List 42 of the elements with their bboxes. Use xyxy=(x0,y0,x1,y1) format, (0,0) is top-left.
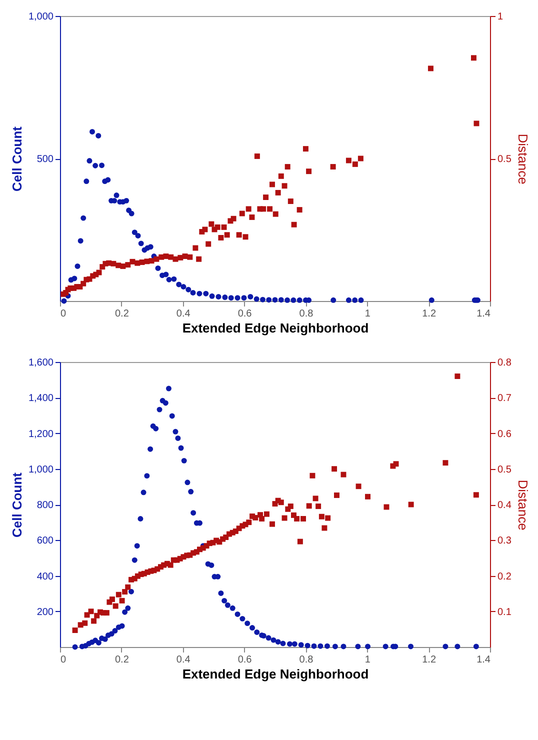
x-axis-title: Extended Edge Neighborhood xyxy=(182,320,369,336)
x-tick-label: 0.2 xyxy=(114,308,130,320)
y2-tick-label: 0.6 xyxy=(498,428,512,440)
x-tick-label: 1.2 xyxy=(422,654,436,666)
y2-tick-label: 1 xyxy=(498,12,504,22)
y2-tick-label: 0.5 xyxy=(498,154,512,165)
y2-tick-label: 0.4 xyxy=(498,500,512,511)
x-tick-label: 1.4 xyxy=(476,308,491,320)
y-tick-label: 1,400 xyxy=(28,393,54,404)
y-tick-label: 1,000 xyxy=(28,464,54,476)
y-tick-label: 500 xyxy=(36,154,54,165)
x-tick-label: 0 xyxy=(60,654,66,666)
y-tick-label: 400 xyxy=(36,571,54,582)
x-tick-label: 0.2 xyxy=(114,654,130,666)
y2-axis-title: Distance xyxy=(515,134,530,184)
x-tick-label: 0.8 xyxy=(299,654,314,666)
y-axis-title: Cell Count xyxy=(9,472,24,538)
x-tick-label: 0.6 xyxy=(238,654,252,666)
y-tick-label: 800 xyxy=(36,500,54,511)
y2-tick-label: 0.8 xyxy=(498,358,512,368)
y2-tick-label: 0.3 xyxy=(498,536,512,547)
y2-tick-label: 0.1 xyxy=(498,606,512,618)
x-axis-title: Extended Edge Neighborhood xyxy=(182,666,369,682)
y2-axis-title: Distance xyxy=(515,480,530,530)
y-tick-label: 200 xyxy=(36,606,54,618)
x-tick-label: 1.4 xyxy=(476,654,491,666)
y2-tick-label: 0.7 xyxy=(498,393,512,404)
x-tick-label: 0.4 xyxy=(176,654,191,666)
y-tick-label: 1,600 xyxy=(28,358,54,368)
x-tick-label: 0 xyxy=(60,308,66,320)
x-tick-label: 0.6 xyxy=(238,308,252,320)
y-tick-label: 1,000 xyxy=(28,12,54,22)
x-tick-label: 0.4 xyxy=(176,308,191,320)
x-tick-label: 1 xyxy=(364,654,371,666)
x-tick-label: 1 xyxy=(364,308,371,320)
y2-tick-label: 0.5 xyxy=(498,464,512,476)
y2-tick-label: 0.2 xyxy=(498,571,512,582)
x-tick-label: 1.2 xyxy=(422,308,436,320)
y-tick-label: 600 xyxy=(36,536,54,547)
y-axis-title: Cell Count xyxy=(9,126,24,192)
x-tick-label: 0.8 xyxy=(299,308,314,320)
y-tick-label: 1,200 xyxy=(28,428,54,440)
